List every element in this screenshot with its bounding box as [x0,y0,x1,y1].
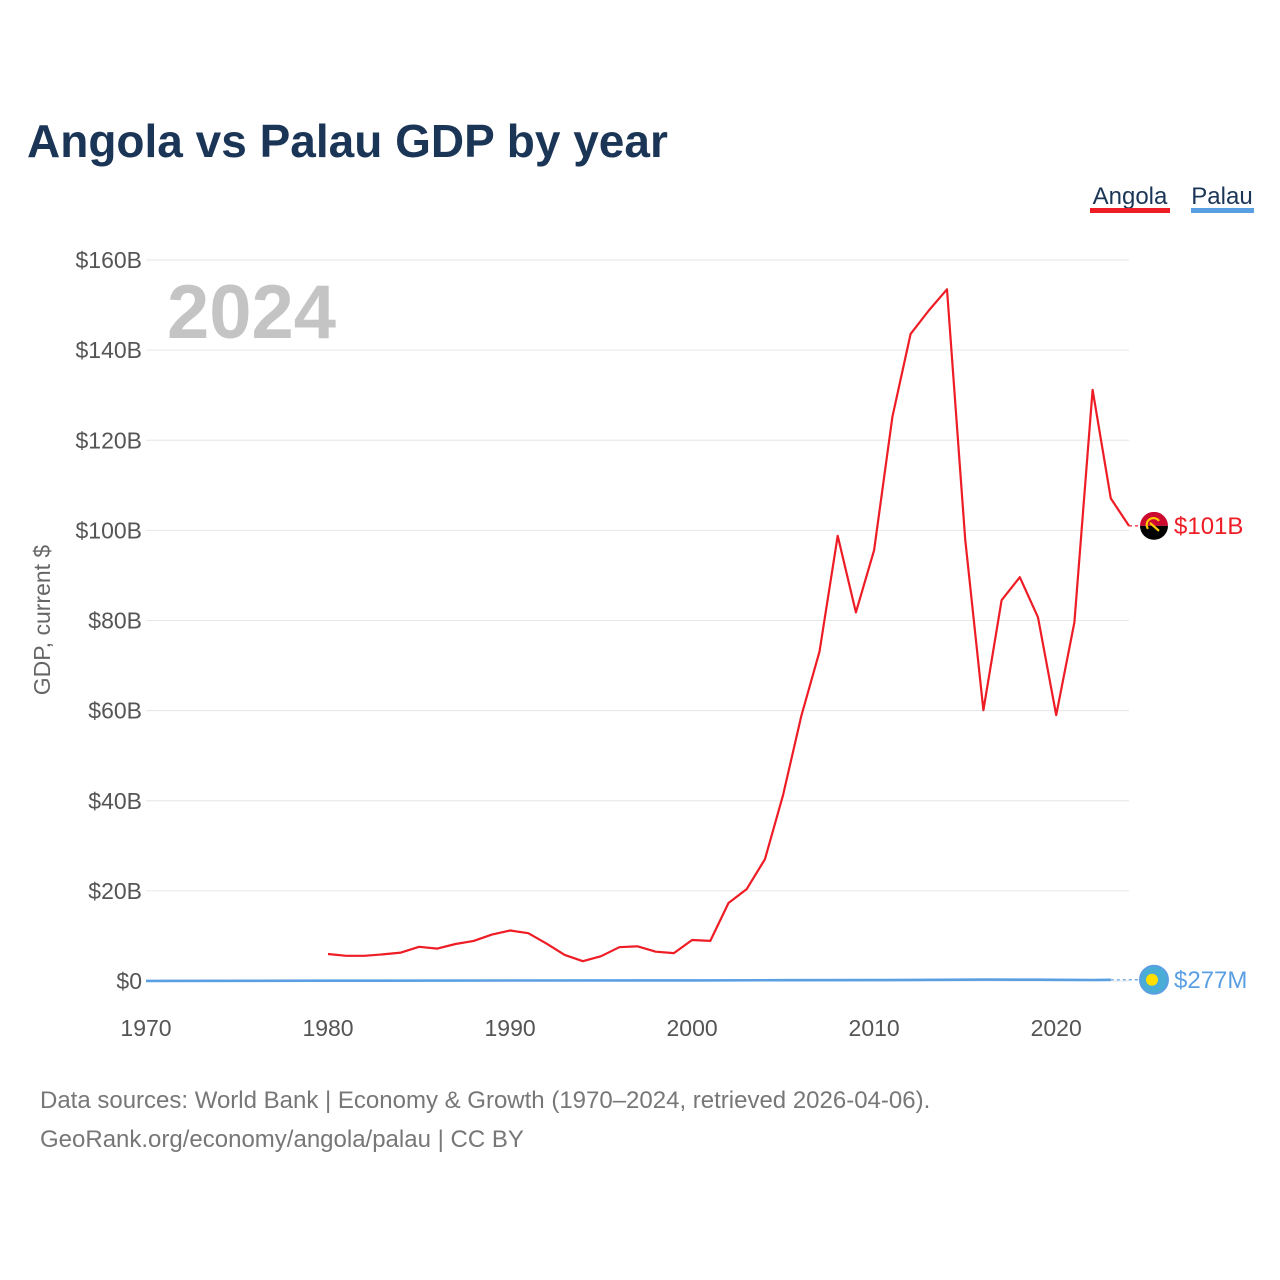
x-axis-ticks: 1970 1980 1990 2000 2010 2020 [120,1015,1081,1041]
y-tick-label: $160B [75,247,142,273]
legend-label-angola[interactable]: Angola [1093,183,1168,210]
palau-flag-moon [1146,973,1158,986]
legend-label-palau[interactable]: Palau [1191,183,1252,210]
year-watermark: 2024 [167,270,336,355]
series-line-palau[interactable] [145,978,1111,983]
legend-swatch-palau [1191,208,1254,213]
legend-item-angola[interactable]: Angola [1090,183,1170,213]
y-axis-label: GDP, current $ [29,545,55,696]
series-line-angola[interactable] [327,288,1130,963]
y-tick-label: $100B [75,517,142,543]
chart-title: Angola vs Palau GDP by year [27,115,668,167]
end-value-label-angola: $101B [1174,513,1243,540]
y-axis-ticks: $0 $20B $40B $60B $80B $100B $120B $140B $160B [75,247,142,994]
y-tick-label: $80B [88,608,142,634]
legend-swatch-angola [1090,208,1170,213]
series-end-markers: $277M $101B [1139,511,1247,995]
x-tick-label: 2020 [1031,1015,1082,1041]
end-value-label-palau: $277M [1174,967,1247,994]
x-tick-label: 1990 [484,1015,535,1041]
x-tick-label: 1970 [120,1015,171,1041]
y-tick-label: $40B [88,788,142,814]
palau-flag-icon [1139,964,1169,995]
gridlines [146,259,1129,982]
angola-flag-emblem [1145,516,1160,530]
angola-flag-machete [1149,522,1160,532]
y-tick-label: $60B [88,698,142,724]
angola-flag-icon [1140,511,1168,540]
x-tick-label: 1980 [302,1015,353,1041]
credit-line[interactable]: GeoRank.org/economy/angola/palau | CC BY [40,1126,524,1153]
x-tick-label: 2000 [667,1015,718,1041]
legend-item-palau[interactable]: Palau [1191,183,1254,213]
y-tick-label: $20B [88,878,142,904]
x-tick-label: 2010 [849,1015,900,1041]
y-tick-label: $120B [75,427,142,453]
y-tick-label: $140B [75,337,142,363]
angola-flag-black-band [1140,525,1168,540]
series-lines [145,288,1141,983]
source-line: Data sources: World Bank | Economy & Gro… [40,1087,930,1114]
legend: Angola Palau [1090,183,1254,213]
y-tick-label: $0 [116,968,142,994]
